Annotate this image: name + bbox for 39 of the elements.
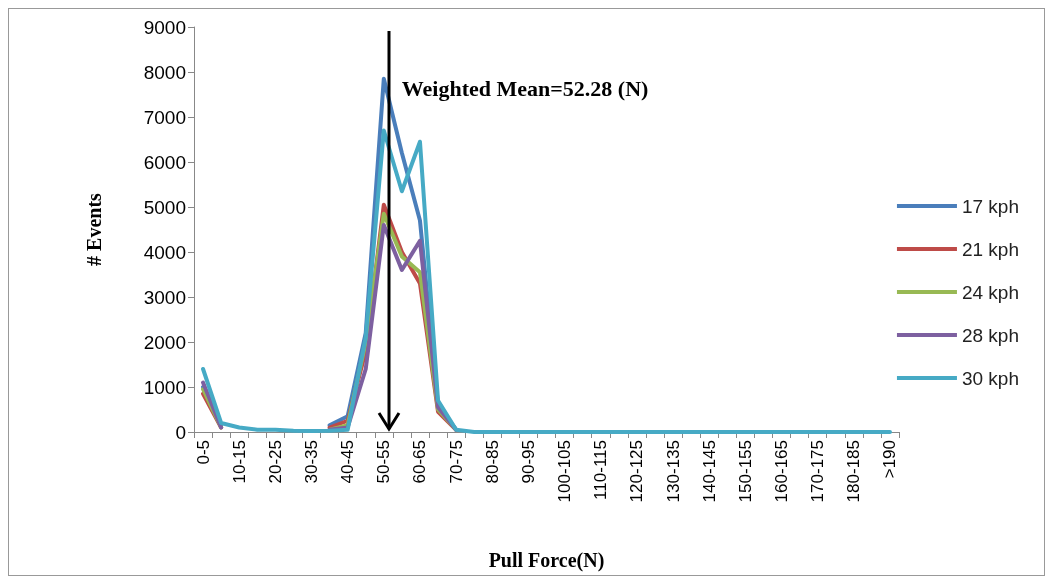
legend-label: 21 kph <box>961 238 1019 260</box>
legend-label: 17 kph <box>961 195 1019 217</box>
y-tick-label: 7000 <box>143 106 186 128</box>
x-tick-label: 130-135 <box>663 440 683 503</box>
x-tick-label: 30-35 <box>302 440 321 484</box>
x-tick-label: 170-175 <box>808 440 828 503</box>
x-tick-label: 100-105 <box>555 440 575 503</box>
x-tick-label: 0-5 <box>193 440 213 465</box>
x-tick-label: 20-25 <box>265 440 285 484</box>
x-tick-label: 150-155 <box>735 440 755 503</box>
y-tick-label: 9000 <box>143 16 186 38</box>
y-tick-label: 4000 <box>143 241 186 263</box>
x-tick-label: 40-45 <box>338 440 358 484</box>
y-tick-label: 2000 <box>143 331 186 353</box>
x-tick-label: 50-55 <box>374 440 394 484</box>
line-series <box>201 128 892 434</box>
x-axis-title: Pull Force(N) <box>488 549 605 572</box>
x-tick-label: 110-115 <box>591 440 611 500</box>
y-tick-label: 6000 <box>143 151 186 173</box>
x-tick-label: >190 <box>880 440 900 479</box>
legend-label: 28 kph <box>961 324 1019 346</box>
x-tick-label: 180-185 <box>844 440 864 503</box>
x-tick-label: 140-145 <box>699 440 719 503</box>
x-tick-label: 70-75 <box>446 440 466 484</box>
y-tick-label: 8000 <box>143 61 186 83</box>
x-tick-label: 160-165 <box>772 440 791 503</box>
y-tick-label: 1000 <box>143 376 186 398</box>
y-tick-label: 5000 <box>143 196 186 218</box>
y-axis-title: # Events <box>83 192 105 266</box>
legend-label: 30 kph <box>961 367 1019 389</box>
annotation: Weighted Mean=52.28 (N) <box>401 75 649 101</box>
x-tick-label: 10-15 <box>229 440 249 484</box>
y-tick-label: 0 <box>175 421 186 443</box>
x-tick-label: 60-65 <box>410 440 430 484</box>
legend-label: 24 kph <box>961 281 1019 303</box>
y-tick-label: 3000 <box>143 286 186 308</box>
x-tick-label: 80-85 <box>482 440 502 484</box>
x-tick-label: 90-95 <box>518 440 538 484</box>
x-tick-label: 120-125 <box>627 440 647 503</box>
